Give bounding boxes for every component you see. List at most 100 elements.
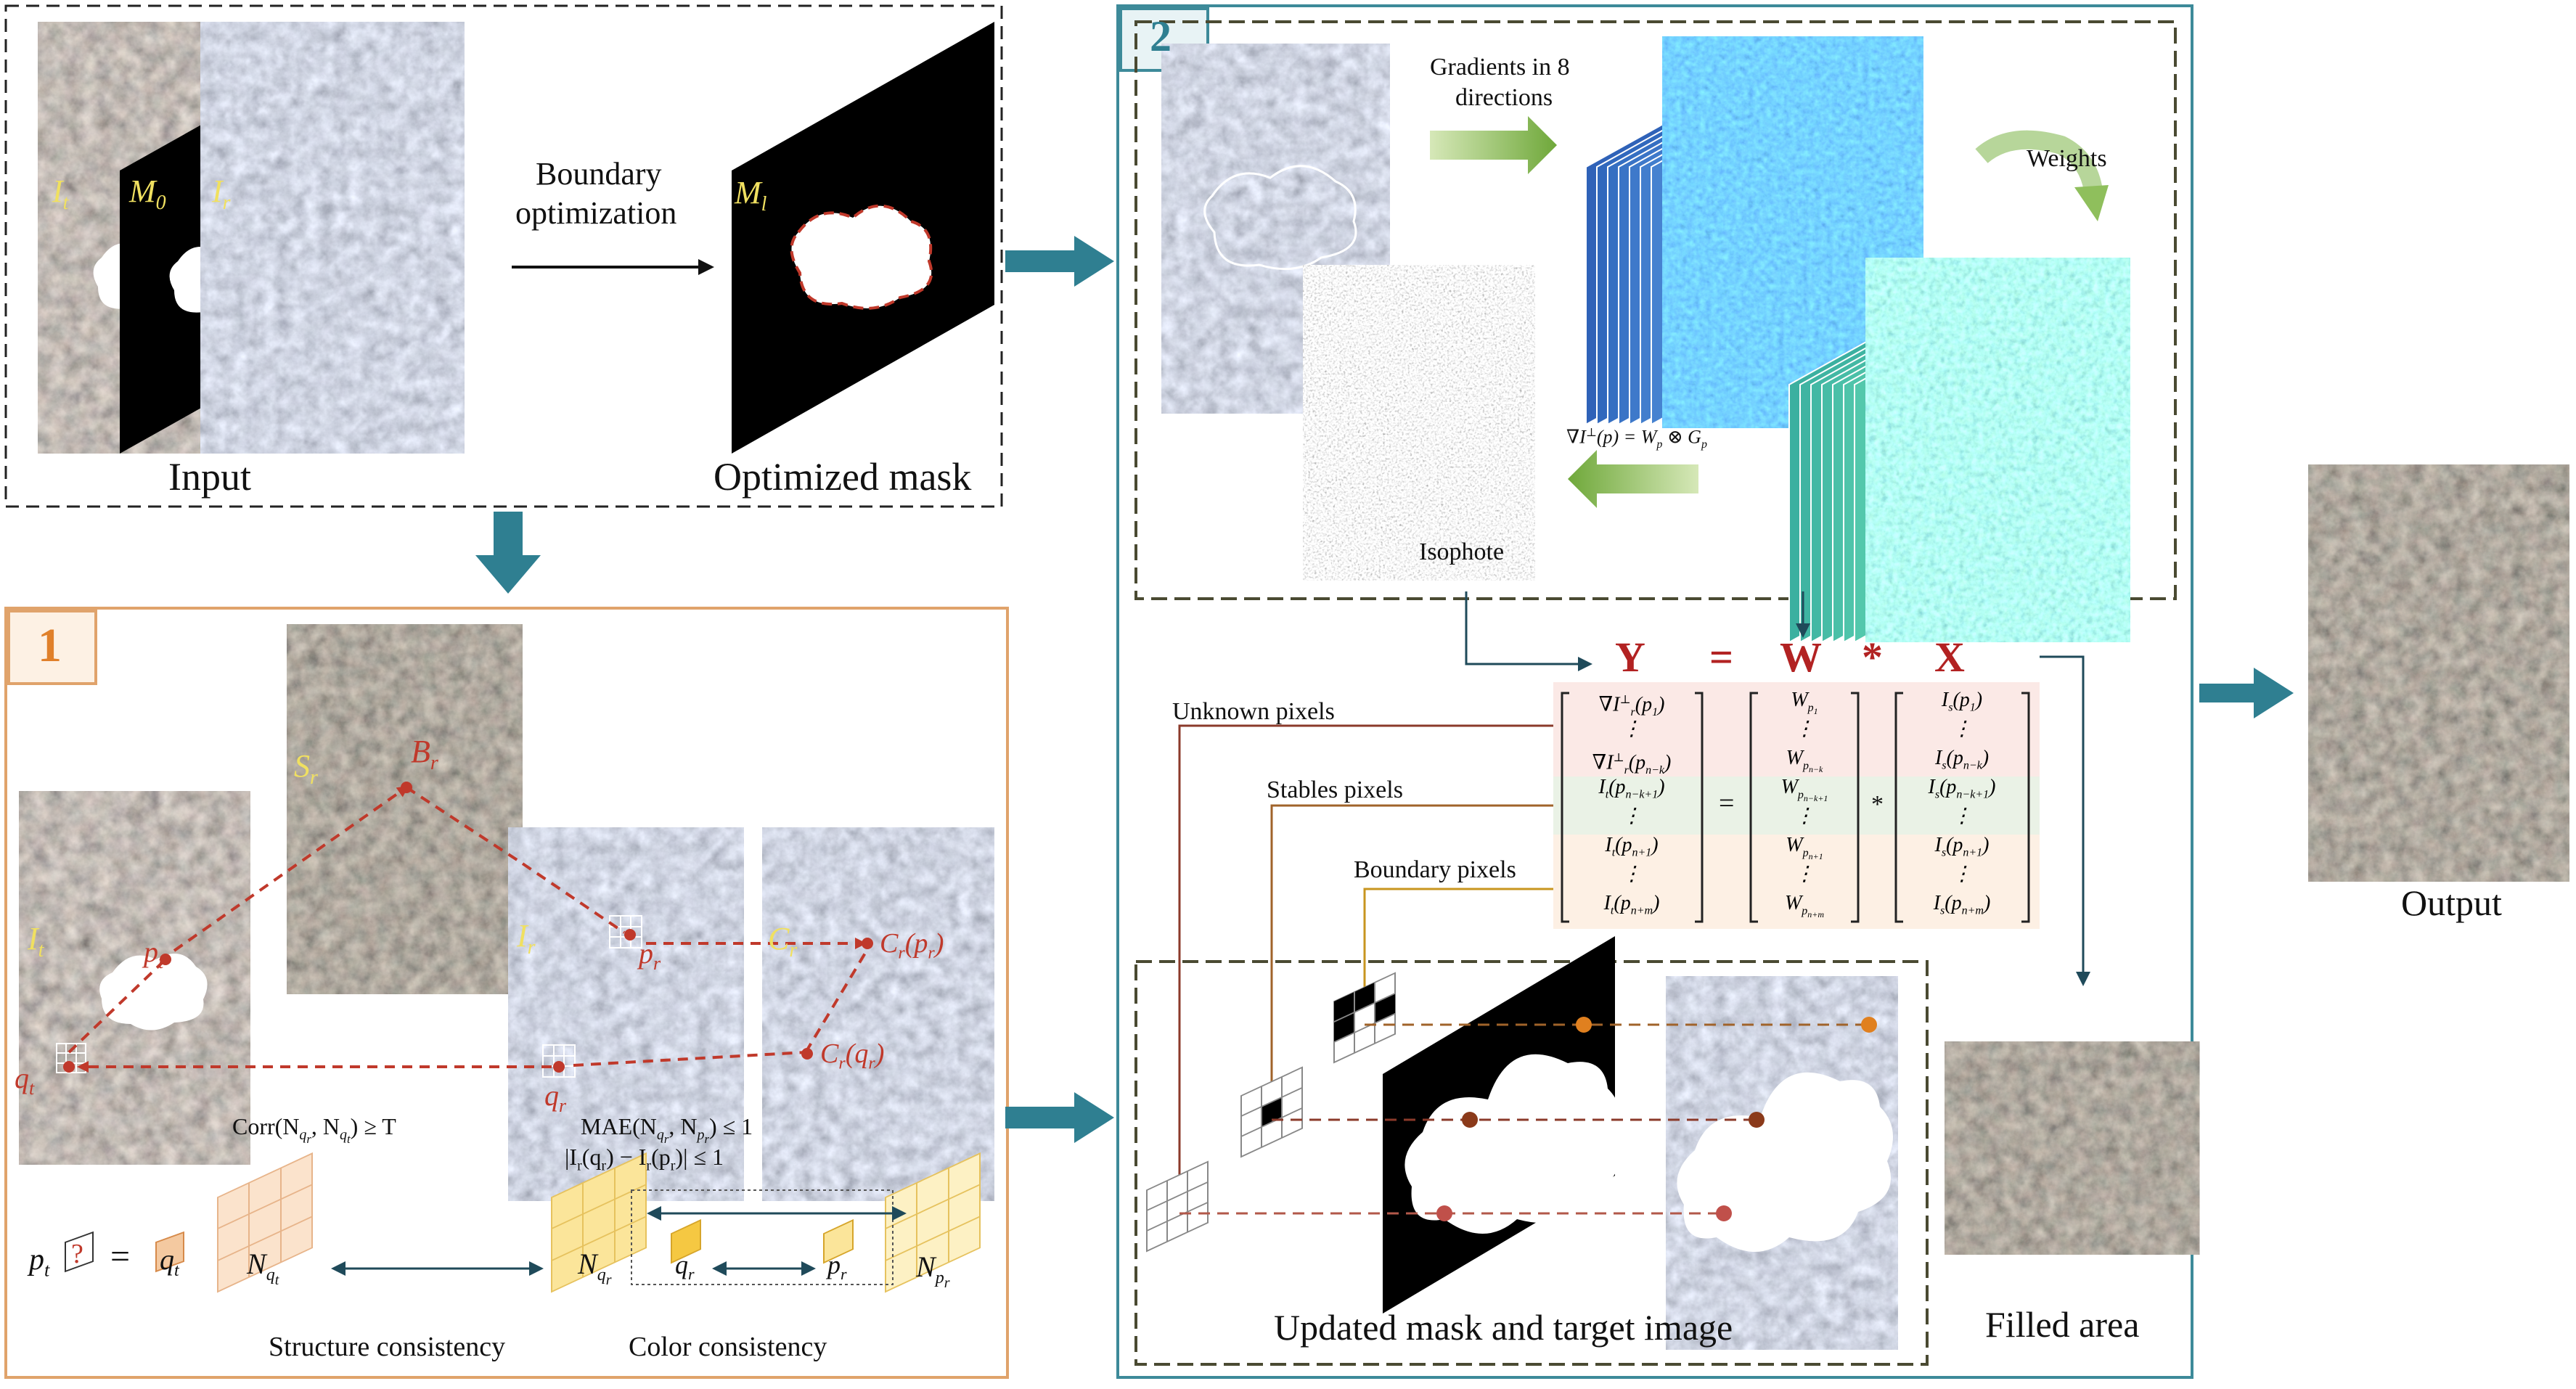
p1-label-it: It bbox=[28, 921, 44, 962]
panel2-bottom-dashed-frame bbox=[1134, 960, 1929, 1366]
matrix-X-entry: Is(p1) bbox=[1941, 689, 1983, 714]
boundary-pixels-label: Boundary pixels bbox=[1354, 856, 1516, 883]
color-consistency-caption: Color consistency bbox=[629, 1332, 827, 1362]
matrix-W-entry: Wpn+m bbox=[1784, 892, 1825, 919]
p1-label-cr: Cr bbox=[768, 921, 798, 962]
panel2-badge: 2 bbox=[1150, 12, 1172, 60]
matrix-W-entry: ⋮ bbox=[1794, 805, 1815, 827]
panel1-point-markers bbox=[63, 782, 873, 1073]
panel1-equation-row bbox=[65, 1231, 184, 1273]
matrix-W-entry: Wpn−k bbox=[1786, 747, 1823, 774]
structure-consistency-caption: Structure consistency bbox=[269, 1332, 506, 1362]
corr-formula: Corr(Nqr, Nqt) ≥ T bbox=[232, 1113, 396, 1147]
eq-X: X bbox=[1934, 634, 1965, 681]
matrix-W-entry: Wp1 bbox=[1791, 689, 1818, 716]
label-n-qt: Nqt bbox=[247, 1247, 279, 1288]
mae-formula: MAE(Nqr, Npr) ≤ 1 bbox=[581, 1113, 753, 1147]
p1-label-qr: qr bbox=[544, 1079, 567, 1116]
output-image bbox=[2308, 464, 2569, 882]
weights-label: Weights bbox=[2027, 145, 2107, 172]
output-caption: Output bbox=[2401, 882, 2502, 923]
gradients-label-line2: directions bbox=[1455, 84, 1553, 111]
matrix-W-entry: Wpn−k+1 bbox=[1780, 776, 1828, 803]
eq-star: * bbox=[1862, 634, 1883, 681]
n-qt-grid bbox=[217, 1152, 313, 1293]
matrix-Y-entry: ∇I⊥r(p1) bbox=[1598, 693, 1665, 718]
label-it: It bbox=[52, 173, 69, 214]
boundary-pixels-line bbox=[1363, 888, 1553, 1012]
matrix-X-entry: ⋮ bbox=[1952, 805, 1972, 827]
p1-label-pt: pt bbox=[144, 935, 164, 972]
p1-label-ir: Ir bbox=[517, 918, 536, 959]
matrix-unknown-band bbox=[1553, 682, 2040, 777]
boundary-label-line2: optimization bbox=[515, 195, 677, 231]
X-to-filled-arrow bbox=[2040, 655, 2090, 986]
p1-label-qt: qt bbox=[15, 1062, 35, 1099]
matrix-Y-entry: ∇I⊥r(pn−k) bbox=[1592, 751, 1672, 777]
input-caption: Input bbox=[168, 455, 251, 499]
p1-label-br: Br bbox=[411, 734, 438, 774]
eq-equals-2: = bbox=[1709, 634, 1734, 681]
p1-label-sr: Sr bbox=[294, 748, 318, 789]
p1-label-pr: pr bbox=[639, 937, 661, 974]
unknown-pixels-label: Unknown pixels bbox=[1172, 698, 1335, 725]
matrix-X-entry: Is(pn+1) bbox=[1934, 834, 1990, 859]
panel2-input-image bbox=[1161, 44, 1390, 414]
panel1-sr-image bbox=[287, 624, 523, 994]
panel1-cr-image bbox=[762, 827, 994, 1201]
pr-cell bbox=[823, 1218, 854, 1264]
matrix-Y-entry: It(pn−k+1) bbox=[1598, 776, 1665, 801]
weights-curved-arrow bbox=[1975, 130, 2103, 197]
matrix-X-entry: ⋮ bbox=[1952, 863, 1972, 885]
stables-pixels-line bbox=[1270, 804, 1553, 1107]
isophote-formula: ∇I⊥(p) = Wp ⊗ Gp bbox=[1566, 426, 1707, 451]
eq-pt: pt bbox=[29, 1243, 50, 1281]
gradient-stack-green bbox=[1788, 256, 2131, 644]
panel1-frame bbox=[4, 607, 1009, 1379]
p1-label-cr-pr: Cr(pr) bbox=[880, 928, 944, 963]
matrix-X-entry: ⋮ bbox=[1952, 718, 1972, 740]
label-ir: Ir bbox=[212, 173, 231, 214]
gradients-green-arrow bbox=[1430, 116, 1557, 174]
n-qr-grid bbox=[551, 1152, 647, 1293]
stables-pixels-label: Stables pixels bbox=[1267, 777, 1403, 803]
eq-equals: = bbox=[110, 1237, 131, 1276]
matrix-mid-equals: = bbox=[1719, 788, 1735, 819]
updated-mask-image bbox=[1383, 936, 1621, 1314]
matrix-Y-entry: ⋮ bbox=[1622, 805, 1642, 827]
label-pr-cell: pr bbox=[827, 1250, 847, 1284]
filled-area-image bbox=[1945, 1041, 2200, 1255]
eq-Y: Y bbox=[1615, 634, 1645, 681]
label-qr-cell: qr bbox=[675, 1250, 695, 1284]
panel1-correspondence-lines bbox=[68, 785, 872, 1073]
p1-label-cr-qr: Cr(qr) bbox=[820, 1038, 885, 1073]
boundary-pixel-grid bbox=[1333, 972, 1396, 1064]
boundary-label-line1: Boundary bbox=[536, 156, 662, 192]
filled-area-caption: Filled area bbox=[1985, 1304, 2140, 1345]
label-n-pr: Npr bbox=[916, 1250, 950, 1291]
n-pr-grid bbox=[885, 1152, 981, 1293]
label-n-qr: Nqr bbox=[578, 1247, 612, 1288]
label-m0: M0 bbox=[129, 173, 166, 214]
target-image bbox=[1666, 976, 1898, 1350]
input-layer-ir bbox=[200, 22, 465, 454]
panel1-badge: 1 bbox=[38, 619, 62, 672]
gradients-label-line1: Gradients in 8 bbox=[1430, 54, 1570, 81]
matrix-W-entry: ⋮ bbox=[1794, 718, 1815, 740]
panel1-badge-box bbox=[7, 610, 97, 685]
unknown-pixels-line bbox=[1178, 724, 1553, 1201]
panel2-frame bbox=[1116, 4, 2193, 1379]
isophote-green-arrow bbox=[1568, 450, 1698, 508]
isophote-label: Isophote bbox=[1419, 538, 1505, 565]
diff-formula: |Ir(qr) − Ir(pr)| ≤ 1 bbox=[565, 1144, 724, 1174]
matrix-W-entry: Wpn+1 bbox=[1786, 834, 1823, 861]
matrix-X-entry: Is(pn−k) bbox=[1934, 747, 1990, 772]
isophote-image bbox=[1303, 265, 1535, 581]
optimized-mask-caption: Optimized mask bbox=[713, 455, 972, 499]
optimized-mask-image bbox=[732, 22, 994, 454]
matrix-stable-band bbox=[1553, 777, 2040, 835]
flow-arrows bbox=[475, 236, 2294, 1143]
matrix-X-entry: Is(pn+m) bbox=[1933, 892, 1991, 917]
matrix-W-entry: ⋮ bbox=[1794, 863, 1815, 885]
